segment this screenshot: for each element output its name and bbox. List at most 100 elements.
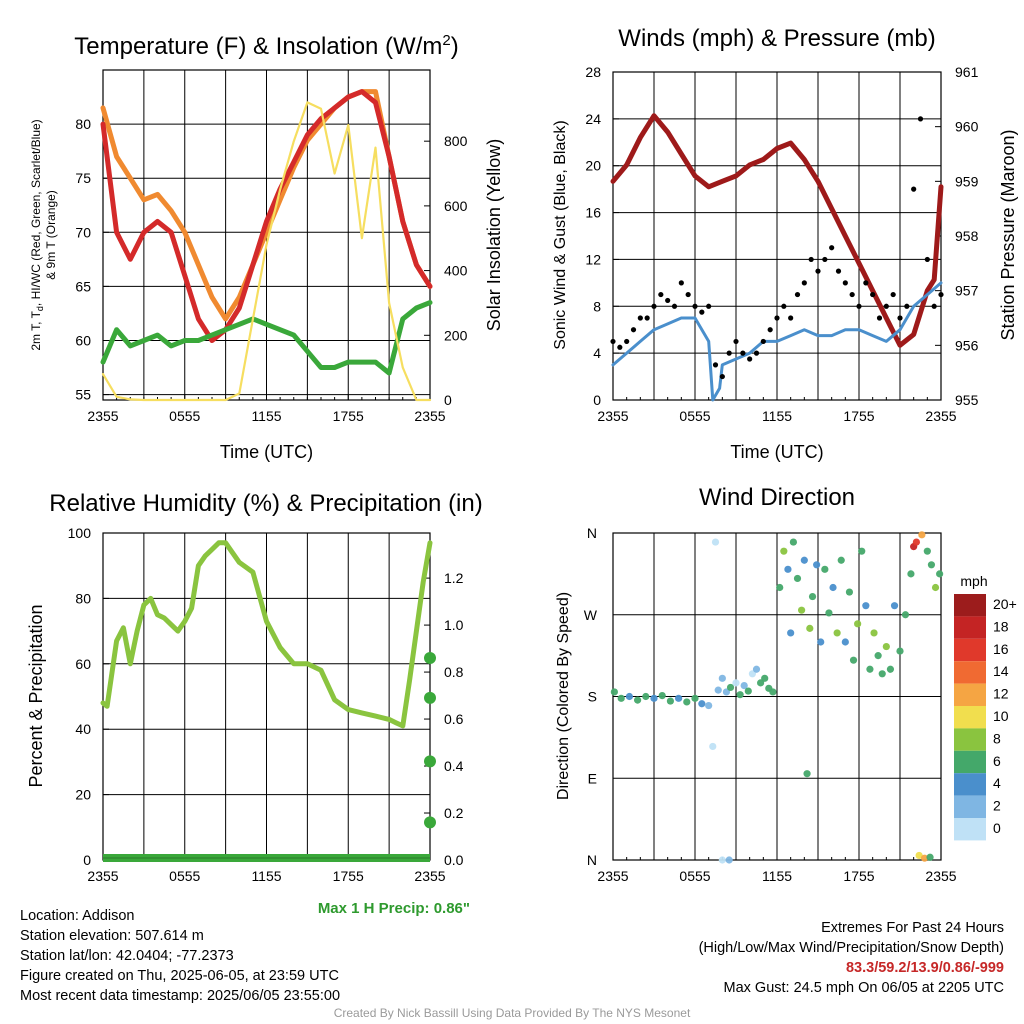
wind-series-point-2 <box>829 245 835 251</box>
wdir-point <box>915 851 923 860</box>
wind-series-point-2 <box>897 315 903 321</box>
rh-y2tick-label: 1.2 <box>444 570 464 586</box>
wdir-point <box>907 570 915 578</box>
credit-line: Created By Nick Bassill Using Data Provi… <box>333 1006 691 1020</box>
station-location: Location: Addison <box>20 908 135 924</box>
temp-xtick-label: 1755 <box>333 408 364 424</box>
wdir-point <box>926 853 934 861</box>
wdir-point <box>736 691 744 699</box>
wdir-point <box>931 583 940 592</box>
wdir-point <box>921 854 929 862</box>
wind-series-point-2 <box>835 268 842 274</box>
rh-y2tick-label: 0.4 <box>444 758 464 774</box>
wdir-point <box>817 638 825 646</box>
wind-y2tick-label: 960 <box>955 119 979 135</box>
wind-series-point-2 <box>760 338 766 345</box>
wind-series-point-2 <box>808 256 814 263</box>
wdir-point <box>882 642 890 651</box>
wind-series-point-2 <box>774 315 780 321</box>
wind-series-point-2 <box>931 303 937 309</box>
wdir-ytick-label: S <box>588 689 597 705</box>
rh-series-point-1 <box>424 816 436 829</box>
wdir-colorbar-level: 20+ <box>993 596 1017 612</box>
wdir-point <box>617 694 625 702</box>
wind-series-point-2 <box>890 291 896 298</box>
wind-series-point-2 <box>794 291 801 298</box>
wdir-colorbar-level: 14 <box>993 663 1009 679</box>
wdir-colorbar-swatch <box>954 683 986 706</box>
wdir-ytick-label: N <box>587 852 597 868</box>
wdir-colorbar-level: 10 <box>993 708 1009 724</box>
wdir-point <box>725 856 733 864</box>
wdir-point <box>901 611 910 619</box>
wind-ytick-label: 24 <box>585 111 601 127</box>
wdir-point <box>625 692 634 701</box>
temp-ylabel: 2m T, Td, HI/WC (Red, Green, Scarlet/Blu… <box>29 119 45 350</box>
wind-series-point-2 <box>610 338 616 345</box>
wdir-point <box>806 624 814 632</box>
wind-series-point-2 <box>637 315 643 321</box>
wdir-colorbar-swatch <box>954 818 986 841</box>
rh-ytick-label: 80 <box>75 590 91 606</box>
wdir-colorbar-label: mph <box>960 573 987 589</box>
wdir-point <box>709 742 717 751</box>
rh-xtick-label: 2355 <box>414 868 445 884</box>
wdir-point <box>858 547 866 555</box>
wind-series-point-2 <box>883 303 889 309</box>
wind-xlabel: Time (UTC) <box>730 442 823 462</box>
wdir-point <box>658 691 666 700</box>
temp-title: Temperature (F) & Insolation (W/m2) <box>74 32 458 60</box>
wind-series-point-2 <box>781 303 787 309</box>
wind-series-point-2 <box>740 350 746 356</box>
recent-timestamp: Most recent data timestamp: 2025/06/05 2… <box>20 988 341 1004</box>
temp-series-line-2 <box>100 300 433 376</box>
rh-xtick-label: 1155 <box>251 868 281 884</box>
wdir-colorbar-swatch <box>954 728 986 751</box>
wdir-colorbar-swatch <box>954 706 986 729</box>
rh-y2tick-label: 0.8 <box>444 664 464 680</box>
wind-xtick-label: 0555 <box>679 408 710 424</box>
rh-title: Relative Humidity (%) & Precipitation (i… <box>49 490 482 517</box>
temp-y2tick-label: 0 <box>444 392 452 408</box>
wdir-point <box>936 570 944 578</box>
wind-y2tick-label: 955 <box>955 392 979 408</box>
wind-series-point-2 <box>870 291 876 298</box>
figure-created: Figure created on Thu, 2025-06-05, at 23… <box>20 968 339 984</box>
extremes-values: 83.3/59.2/13.9/0.86/-999 <box>845 960 1004 976</box>
wdir-point <box>896 647 904 655</box>
wind-series-point-2 <box>712 362 719 368</box>
temp-y2tick-label: 800 <box>444 133 468 149</box>
wind-y2tick-label: 956 <box>955 337 979 353</box>
temp-series-line-3 <box>101 101 432 402</box>
wdir-colorbar-swatch <box>954 773 986 796</box>
temp-ytick-label: 75 <box>75 170 91 186</box>
wdir-colorbar-swatch <box>954 750 986 774</box>
wdir-point <box>787 629 795 637</box>
wdir-point <box>854 620 862 628</box>
wind-xtick-label: 2355 <box>597 408 628 424</box>
wdir-point <box>732 679 740 687</box>
wdir-point <box>714 686 722 694</box>
temp-ytick-label: 55 <box>75 387 91 403</box>
wdir-point <box>634 696 642 704</box>
temp-ytick-label: 60 <box>75 332 91 348</box>
wdir-point <box>813 561 821 569</box>
wdir-colorbar-level: 16 <box>993 641 1009 657</box>
wind-series-point-2 <box>726 350 732 356</box>
wdir-point <box>927 561 936 569</box>
wind-series-point-2 <box>842 280 848 286</box>
wind-y2tick-label: 958 <box>955 228 979 244</box>
wdir-colorbar-level: 2 <box>993 798 1001 814</box>
rh-xtick-label: 0555 <box>169 868 200 884</box>
rh-series-line-0 <box>100 540 433 729</box>
wind-series-point-2 <box>904 303 910 309</box>
rh-ytick-label: 20 <box>75 787 91 803</box>
wdir-xtick-label: 0555 <box>679 868 710 884</box>
temp-xtick-label: 2355 <box>414 408 445 424</box>
wdir-ytick-label: W <box>584 607 598 623</box>
rh-ylabel: Percent & Precipitation <box>26 604 46 787</box>
wdir-point <box>761 674 769 682</box>
wdir-colorbar-swatch <box>954 661 986 684</box>
wdir-point <box>878 670 886 678</box>
wdir-point <box>711 538 720 546</box>
